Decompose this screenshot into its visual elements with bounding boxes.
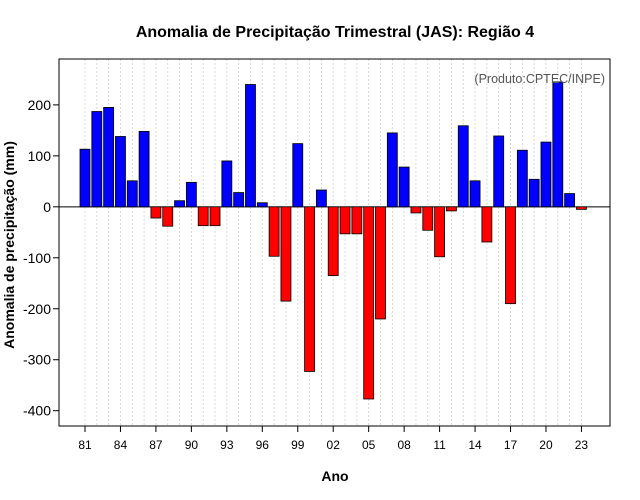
bar-2006	[375, 206, 386, 320]
x-tick-label: 17	[504, 438, 518, 452]
bar-2002	[327, 206, 339, 277]
y-tick-label: 0	[43, 199, 51, 215]
x-tick-label: 23	[575, 438, 589, 452]
bar-2012	[446, 206, 457, 212]
bar-2022	[564, 193, 576, 208]
bar-1982	[91, 111, 103, 208]
bar-2000	[304, 206, 315, 372]
bar-1995	[245, 84, 256, 208]
bar-2016	[493, 135, 505, 208]
bar-1985	[126, 180, 138, 208]
x-tick-label: 05	[362, 438, 376, 452]
bar-1984	[115, 136, 126, 208]
y-axis: 200 100 0 -100 -200 -300 -400	[23, 97, 59, 419]
x-tick-label: 93	[220, 438, 234, 452]
bar-1989	[174, 200, 185, 208]
bar-1996	[256, 202, 268, 208]
bar-2009	[410, 206, 422, 214]
x-axis: 81 84 87 90 93 96 99 02 05 08 11 14 17 20 23	[78, 426, 588, 452]
bar-2003	[339, 206, 351, 235]
bar-1981	[79, 148, 91, 208]
bar-2010	[422, 206, 434, 231]
bar-1991	[197, 206, 209, 227]
y-tick-label: 100	[28, 148, 52, 164]
y-tick-label: -300	[23, 352, 51, 368]
bar-1994	[233, 192, 245, 208]
grid-lines	[84, 59, 582, 426]
bar-1997	[268, 206, 280, 257]
x-tick-label: 96	[256, 438, 270, 452]
y-tick-label: -400	[23, 403, 51, 419]
chart-title: Anomalia de Precipitação Trimestral (JAS…	[136, 24, 534, 41]
bar-1993	[221, 160, 233, 208]
x-tick-label: 81	[78, 438, 92, 452]
plot-frame	[58, 58, 611, 427]
x-tick-label: 11	[433, 438, 446, 452]
bar-2001	[315, 189, 327, 208]
bar-1990	[185, 181, 197, 208]
y-axis-label: Anomalia de precipitação (mm)	[1, 141, 17, 349]
bar-1999	[292, 143, 304, 208]
bar-2023	[576, 206, 587, 210]
bar-1998	[280, 206, 292, 302]
bar-2015	[481, 206, 493, 243]
x-tick-label: 02	[327, 438, 341, 452]
x-tick-label: 90	[185, 438, 199, 452]
bar-2019	[528, 178, 540, 208]
x-tick-label: 14	[468, 438, 482, 452]
bar-2004	[351, 206, 363, 235]
bar-2017	[505, 206, 516, 305]
x-tick-label: 87	[149, 438, 163, 452]
x-tick-label: 99	[291, 438, 305, 452]
x-tick-label: 08	[397, 438, 411, 452]
x-axis-label: Ano	[321, 468, 348, 484]
bar-1986	[138, 130, 150, 208]
bar-2014	[469, 180, 481, 208]
bar-1992	[209, 206, 221, 227]
bar-2020	[540, 141, 552, 208]
y-tick-label: 200	[28, 97, 52, 113]
bar-2018	[516, 149, 528, 208]
y-tick-label: -100	[23, 250, 51, 266]
bar-1983	[103, 107, 115, 208]
bar-2008	[398, 166, 410, 208]
bars	[79, 81, 587, 400]
x-tick-label: 20	[539, 438, 553, 452]
bar-2011	[434, 206, 446, 258]
bar-2013	[457, 125, 469, 208]
bar-2021	[552, 81, 564, 208]
bar-1988	[162, 206, 174, 227]
credit-note: (Produto:CPTEC/INPE)	[474, 72, 605, 86]
bar-2007	[386, 132, 398, 208]
bar-1987	[150, 206, 162, 219]
y-tick-label: -200	[23, 301, 51, 317]
bar-2005	[363, 206, 375, 400]
x-tick-label: 84	[114, 438, 128, 452]
